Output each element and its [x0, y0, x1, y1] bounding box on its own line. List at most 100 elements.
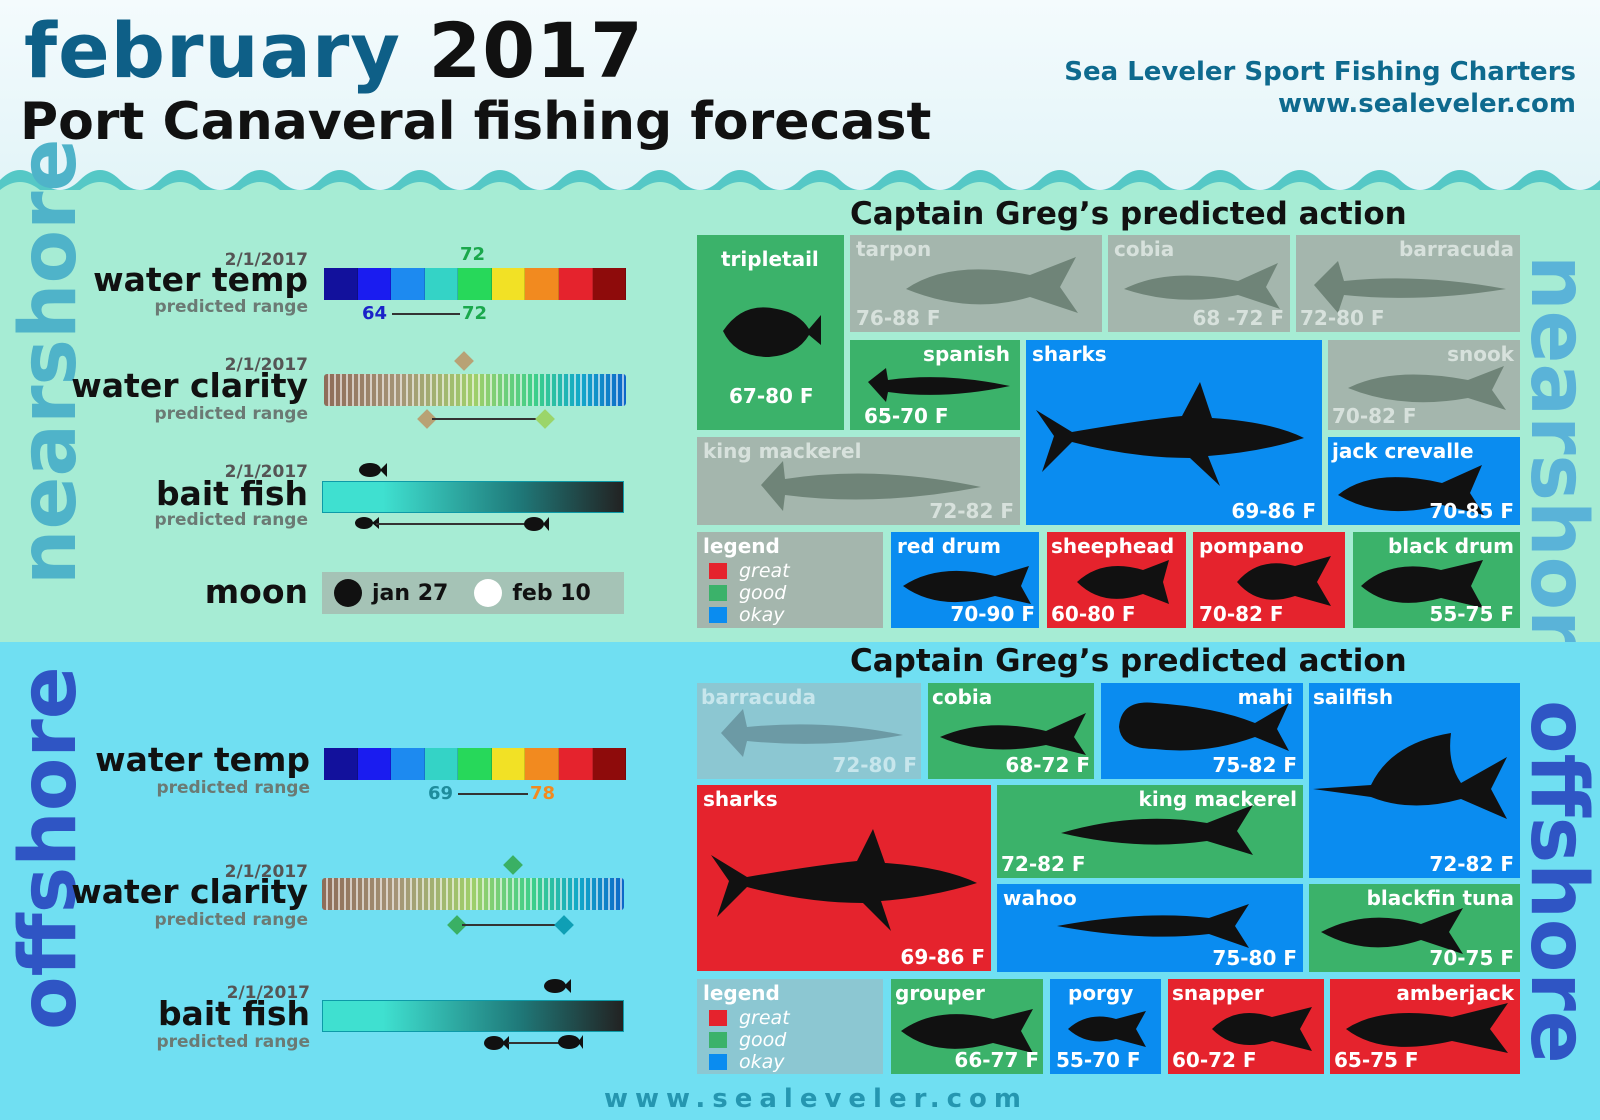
- off-bait-current-fish-icon: [544, 979, 571, 993]
- grouper-icon: [901, 1009, 1033, 1053]
- tile-cobia-off: cobia 68-72 F: [928, 683, 1094, 779]
- tile-sharks-off: sharks 69-86 F: [697, 785, 991, 971]
- near-temp-range-line: [392, 313, 460, 315]
- page-subtitle: Port Canaveral fishing forecast: [20, 92, 932, 152]
- offshore-side-label-right: offshore: [1513, 700, 1600, 1064]
- tile-amberjack: amberjack 65-75 F: [1330, 979, 1520, 1074]
- snapper-icon: [1212, 1007, 1312, 1051]
- moon-label: moon: [204, 572, 308, 611]
- brand-name: Sea Leveler Sport Fishing Charters: [1064, 57, 1576, 87]
- tile-barracuda: barracuda 72-80 F: [1296, 235, 1520, 332]
- jack-crevalle-icon: [1338, 465, 1484, 515]
- sailfish-icon: [1313, 733, 1507, 819]
- tile-red-drum: red drum 70-90 F: [891, 532, 1039, 628]
- near-clarity-label: water clarity: [71, 366, 308, 405]
- tile-tarpon: tarpon 76-88 F: [850, 235, 1102, 332]
- near-temp-low: 64: [362, 303, 388, 324]
- near-bait-date: 2/1/2017: [224, 462, 308, 482]
- off-bait-low-fish-icon: [484, 1036, 509, 1050]
- off-clarity-range-line: [462, 924, 562, 926]
- near-temp-scale: [324, 268, 627, 300]
- tile-sheephead: sheephead 60-80 F: [1047, 532, 1186, 628]
- brand-block: Sea Leveler Sport Fishing Charters www.s…: [1064, 56, 1576, 120]
- near-clarity-pred: predicted range: [154, 404, 308, 424]
- full-moon-date: feb 10: [512, 580, 591, 606]
- off-bait-range-line: [508, 1042, 560, 1044]
- off-action-title: Captain Greg’s predicted action: [850, 643, 1407, 679]
- off-clarity-date: 2/1/2017: [224, 862, 308, 882]
- off-legend-okay: okay: [709, 1051, 785, 1073]
- header: [0, 0, 1600, 190]
- off-legend: legend great good okay: [697, 979, 883, 1074]
- tile-king-mackerel-near: king mackerel 72-82 F: [697, 437, 1020, 525]
- near-bait-range-line: [376, 523, 526, 525]
- off-legend-great: great: [709, 1007, 790, 1029]
- near-temp-date: 2/1/2017: [224, 250, 308, 270]
- barracuda-off-icon: [721, 709, 903, 757]
- tile-snook: snook 70-82 F: [1328, 340, 1520, 430]
- near-clarity-scale: [324, 374, 626, 406]
- spanish-icon: [868, 368, 1010, 402]
- near-temp-pred: predicted range: [154, 297, 308, 317]
- near-temp-high: 72: [462, 303, 488, 324]
- snook-icon: [1348, 366, 1506, 410]
- near-bait-label: bait fish: [155, 474, 308, 513]
- off-bait-label: bait fish: [157, 994, 310, 1033]
- off-bait-high-fish-icon: [558, 1035, 583, 1049]
- pompano-icon: [1237, 556, 1331, 606]
- off-temp-high: 78: [530, 783, 556, 804]
- off-temp-pred: predicted range: [156, 778, 310, 798]
- near-clarity-date: 2/1/2017: [224, 355, 308, 375]
- tile-cobia: cobia 68 -72 F: [1108, 235, 1290, 332]
- near-bait-high-fish-icon: [524, 517, 549, 531]
- tile-blackfin-tuna: blackfin tuna 70-75 F: [1309, 884, 1520, 972]
- off-temp-scale: [324, 748, 627, 780]
- near-bait-scale: [322, 481, 624, 513]
- tile-tripletail: tripletail 67-80 F: [697, 235, 844, 430]
- tripletail-icon: [723, 307, 821, 357]
- black-drum-icon: [1361, 560, 1483, 608]
- tile-pompano: pompano 70-82 F: [1193, 532, 1345, 628]
- tarpon-icon: [906, 257, 1078, 313]
- near-bait-low-fish-icon: [355, 517, 379, 529]
- near-bait-current-fish-icon: [359, 463, 387, 477]
- legend-great: great: [709, 560, 790, 582]
- cobia-off-icon: [940, 713, 1086, 755]
- near-temp-current: 72: [460, 244, 486, 265]
- off-legend-good: good: [709, 1029, 786, 1051]
- near-clarity-range-line: [432, 418, 542, 420]
- new-moon-date: jan 27: [372, 580, 449, 606]
- tile-porgy: porgy 55-70 F: [1050, 979, 1161, 1074]
- tile-grouper: grouper 66-77 F: [891, 979, 1043, 1074]
- off-clarity-pred: predicted range: [154, 910, 308, 930]
- tile-sharks-near: sharks 69-86 F: [1026, 340, 1322, 525]
- cobia-icon: [1124, 263, 1280, 309]
- legend-okay: okay: [709, 604, 785, 626]
- tile-wahoo: wahoo 75-80 F: [997, 884, 1303, 972]
- off-temp-label: water temp: [95, 740, 310, 779]
- tile-spanish: spanish 65-70 F: [850, 340, 1020, 430]
- mahi-icon: [1119, 702, 1289, 751]
- king-mackerel-icon: [761, 461, 981, 511]
- page-title: february 2017: [24, 6, 644, 95]
- porgy-icon: [1068, 1011, 1146, 1047]
- tile-snapper: snapper 60-72 F: [1168, 979, 1324, 1074]
- barracuda-icon: [1314, 261, 1506, 313]
- red-drum-icon: [903, 566, 1031, 604]
- off-bait-date: 2/1/2017: [226, 983, 310, 1003]
- tile-king-mackerel-off: king mackerel 72-82 F: [997, 785, 1303, 878]
- blackfin-tuna-icon: [1321, 908, 1463, 954]
- full-moon-icon: [474, 579, 503, 607]
- tile-sailfish: sailfish 72-82 F: [1309, 683, 1520, 878]
- tile-jack-crevalle: jack crevalle 70-85 F: [1328, 437, 1520, 525]
- near-action-title: Captain Greg’s predicted action: [850, 196, 1407, 232]
- tile-mahi: mahi 75-82 F: [1101, 683, 1303, 779]
- legend-good: good: [709, 582, 786, 604]
- brand-url[interactable]: www.sealeveler.com: [1278, 89, 1576, 119]
- footer-url[interactable]: www.sealeveler.com: [604, 1084, 1028, 1114]
- nearshore-side-label-right: nearshore: [1513, 255, 1600, 702]
- tile-barracuda-off: barracuda 72-80 F: [697, 683, 921, 779]
- off-temp-low: 69: [428, 783, 454, 804]
- shark-icon: [1036, 382, 1304, 486]
- wahoo-icon: [1057, 904, 1249, 948]
